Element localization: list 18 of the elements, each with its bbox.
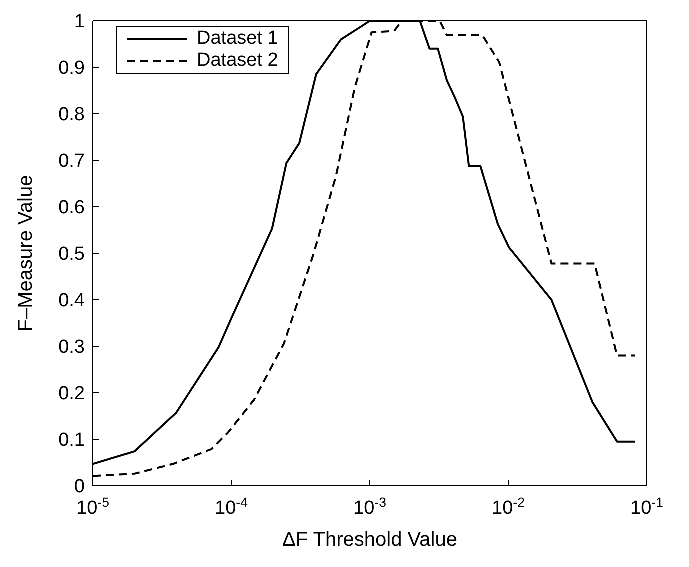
y-tick-label: 0.8 — [58, 104, 85, 126]
x-tick-label: 10$^{-1}$ — [630, 494, 664, 519]
y-tick-label: 1 — [74, 12, 85, 33]
y-tick-label: 0.9 — [58, 58, 85, 80]
y-tick-label: 0.5 — [58, 244, 85, 266]
x-axis-title: ΔF Threshold Value — [282, 529, 458, 551]
legend-label: Dataset 2 — [197, 50, 278, 72]
y-axis-title: F–Measure Value — [15, 175, 38, 332]
x-tick-label: 10$^{-3}$ — [354, 494, 386, 519]
x-tick-label: 10$^{-4}$ — [215, 494, 248, 519]
y-tick-label: 0.6 — [58, 198, 85, 219]
x-tick-label: 10$^{-2}$ — [492, 494, 525, 519]
y-tick-label: 0.2 — [58, 384, 85, 405]
legend-label: Dataset 1 — [197, 28, 278, 50]
y-tick-label: 0.4 — [58, 290, 86, 312]
y-tick-label: 0.3 — [58, 337, 85, 358]
y-tick-label: 0.7 — [58, 151, 85, 172]
y-tick-label: 0.1 — [58, 430, 85, 452]
